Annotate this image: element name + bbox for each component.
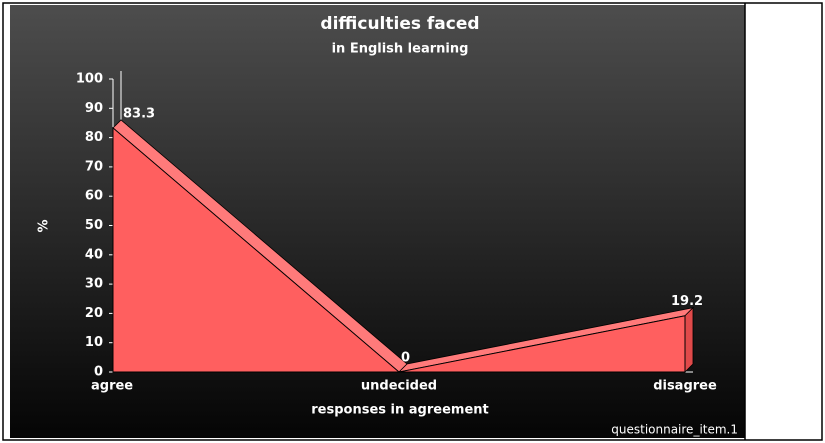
y-tick-label: 0: [94, 365, 103, 380]
y-tick-label: 90: [85, 101, 103, 116]
y-tick-label: 40: [85, 247, 103, 262]
y-tick-label: 20: [85, 306, 103, 321]
y-tick-label: 10: [85, 335, 103, 350]
y-tick-label: 30: [85, 277, 103, 292]
y-tick-label: 60: [85, 189, 103, 204]
area: [112, 126, 686, 373]
y-tick-label: 70: [85, 159, 103, 174]
y-axis-label: %: [37, 219, 52, 232]
x-axis-label: responses in agreement: [311, 403, 488, 418]
x-tick-label: disagree: [653, 379, 717, 394]
value-label: 83.3: [123, 106, 155, 121]
chart-title: difficulties faced: [320, 14, 479, 34]
value-label: 0: [401, 351, 410, 366]
value-label: 19.2: [671, 294, 703, 309]
x-tick-label: undecided: [361, 379, 437, 394]
y-tick-label: 80: [85, 130, 103, 145]
y-tick-label: 50: [85, 218, 103, 233]
chart-subtitle: in English learning: [332, 42, 469, 57]
y-tick-label: 100: [76, 72, 103, 87]
footnote: questionnaire_item.1: [611, 423, 738, 437]
area-side: [684, 306, 694, 373]
x-tick-label: agree: [91, 379, 133, 394]
